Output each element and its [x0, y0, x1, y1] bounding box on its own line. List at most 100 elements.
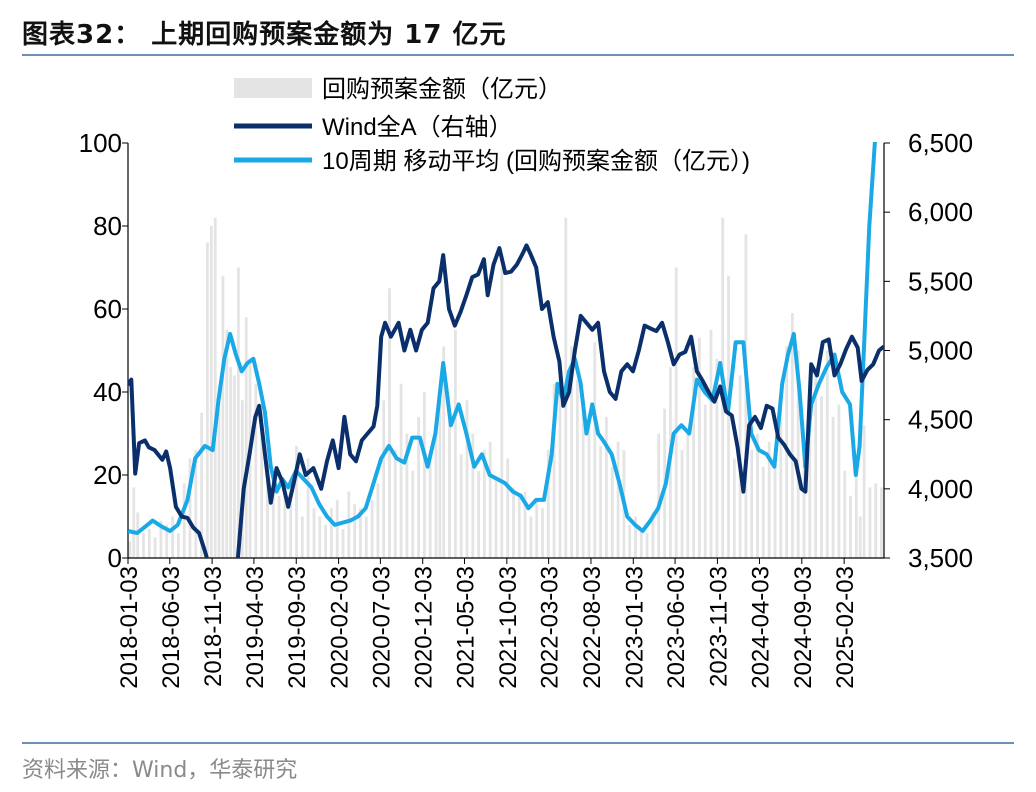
repurchase-bar [692, 367, 695, 558]
repurchase-bar [128, 541, 132, 558]
line-series [128, 142, 884, 558]
repurchase-bar [523, 491, 527, 558]
repurchase-bar [767, 441, 771, 558]
repurchase-bar [587, 425, 591, 558]
repurchase-bar [727, 275, 730, 558]
repurchase-bar [260, 412, 264, 559]
repurchase-bar [773, 466, 777, 558]
repurchase-bar [837, 404, 841, 558]
repurchase-bar [880, 487, 883, 558]
repurchase-bar [335, 499, 339, 558]
repurchase-bar [271, 479, 275, 558]
x-tick-label: 2019-04-03 [242, 566, 269, 689]
repurchase-bar [393, 450, 397, 558]
repurchase-bar [488, 441, 492, 558]
repurchase-bar [266, 475, 269, 558]
x-tick-label: 2020-02-03 [327, 566, 354, 689]
repurchase-bar [651, 512, 655, 558]
repurchase-bar [756, 433, 759, 558]
repurchase-bar [541, 508, 544, 558]
repurchase-bar [459, 454, 463, 559]
repurchase-bar [240, 400, 244, 558]
repurchase-bar [814, 375, 818, 558]
repurchase-bar [171, 516, 174, 558]
repurchase-bar [703, 404, 707, 558]
repurchase-bar [858, 516, 862, 558]
repurchase-bar [599, 445, 602, 558]
repurchase-bar [529, 516, 533, 558]
repurchase-bar [330, 508, 333, 558]
repurchase-bar [217, 408, 221, 558]
repurchase-bar [674, 267, 678, 558]
repurchase-bar [438, 400, 442, 558]
x-tick-label: 2023-01-03 [621, 566, 648, 689]
right-tick-label: 4,000 [908, 474, 973, 504]
repurchase-bar [732, 458, 736, 558]
repurchase-bar [552, 383, 556, 558]
repurchase-bar [862, 425, 866, 558]
repurchase-bar [209, 226, 213, 558]
repurchase-bar [779, 400, 783, 558]
x-tick-label: 2023-11-03 [705, 566, 732, 687]
repurchase-bar [364, 516, 368, 558]
repurchase-bar [324, 524, 327, 558]
repurchase-bar [448, 421, 451, 558]
repurchase-bar [616, 441, 620, 558]
repurchase-bar [182, 483, 186, 558]
repurchase-bar [874, 483, 878, 558]
repurchase-bar [254, 383, 258, 558]
repurchase-bar [225, 329, 229, 559]
left-tick-label: 40 [93, 377, 122, 407]
x-tick-label: 2021-05-03 [453, 566, 480, 689]
right-tick-label: 5,500 [908, 266, 973, 296]
repurchase-bar [347, 491, 351, 558]
repurchase-bar [300, 516, 304, 558]
wind-all-a-line [128, 243, 884, 558]
right-tick-label: 6,500 [908, 128, 973, 158]
repurchase-bar [147, 529, 151, 558]
repurchase-bar [546, 450, 550, 558]
repurchase-bar [868, 487, 872, 558]
repurchase-bar [188, 458, 192, 558]
x-tick-label: 2025-02-03 [832, 566, 859, 689]
left-tick-label: 60 [93, 294, 122, 324]
repurchase-bar [136, 512, 140, 558]
repurchase-bar [744, 234, 748, 559]
repurchase-bar [376, 483, 380, 558]
repurchase-bar [634, 516, 637, 558]
repurchase-bar [477, 470, 480, 558]
repurchase-bar [153, 537, 157, 559]
repurchase-bar [593, 342, 597, 558]
repurchase-bar [312, 508, 316, 558]
repurchase-bar [417, 416, 420, 558]
repurchase-bar [796, 350, 800, 558]
source-note: 资料来源：Wind，华泰研究 [22, 758, 298, 783]
repurchase-bar [359, 508, 362, 558]
moving-average-line [128, 142, 877, 536]
x-tick-label: 2021-10-03 [495, 566, 522, 689]
repurchase-bar [825, 350, 829, 558]
repurchase-bar [610, 466, 614, 558]
legend-label-ma: 10周期 移动平均 (回购预案金额（亿元）) [322, 148, 750, 175]
repurchase-bar [229, 367, 233, 558]
legend: 回购预案金额（亿元） Wind全A（右轴） 10周期 移动平均 (回购预案金额（亿元… [234, 76, 750, 175]
right-tick-label: 5,000 [908, 336, 973, 366]
left-tick-label: 0 [108, 543, 122, 573]
repurchase-bar [605, 416, 608, 558]
repurchase-bar [200, 412, 203, 559]
legend-label-wind: Wind全A（右轴） [322, 114, 513, 141]
legend-swatch-bar [234, 78, 312, 98]
axes: 0 20 40 60 80 100 3,500 4,000 4,500 5,000 5,500 6,0… [79, 128, 973, 689]
title-rule [22, 54, 1014, 56]
repurchase-bar [306, 458, 310, 558]
repurchase-bar [709, 329, 713, 559]
x-tick-label: 2022-03-03 [537, 566, 564, 689]
source-rule [22, 742, 1014, 744]
repurchase-bar [570, 346, 573, 558]
repurchase-bar [221, 275, 225, 558]
repurchase-bar [382, 400, 386, 558]
repurchase-bar [411, 470, 415, 558]
repurchase-bar [206, 242, 209, 558]
x-tick-label: 2020-07-03 [368, 566, 395, 689]
repurchase-bar [843, 470, 847, 558]
